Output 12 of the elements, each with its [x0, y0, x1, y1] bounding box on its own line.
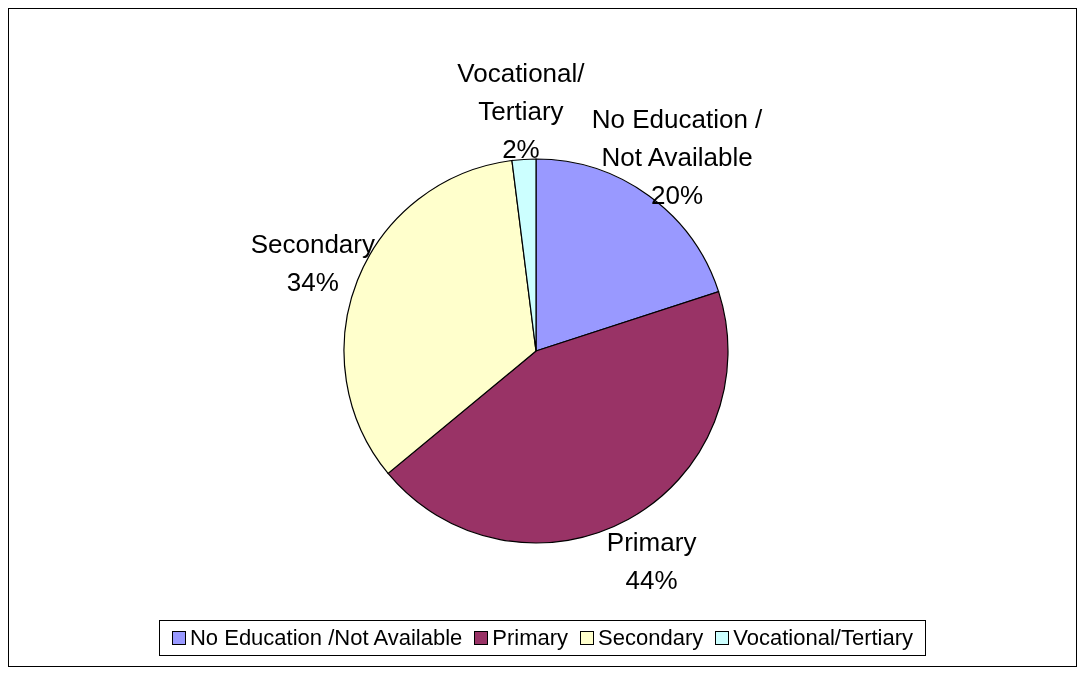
data-label: 20%: [651, 179, 704, 210]
legend-label: Primary: [492, 625, 569, 651]
legend-label: Secondary: [598, 625, 704, 651]
legend-label: No Education /Not Available: [189, 625, 463, 651]
slice-label: Secondary: [250, 228, 376, 259]
data-label: 34%: [286, 266, 339, 297]
data-label: 44%: [625, 565, 678, 596]
slice-label: Primary: [606, 527, 697, 558]
slice-label: Vocational/Tertiary: [457, 58, 586, 127]
data-label: 2%: [502, 134, 540, 165]
slice-label: No Education /Not Available: [591, 103, 764, 172]
legend-label: Vocational/Tertiary: [733, 625, 914, 651]
